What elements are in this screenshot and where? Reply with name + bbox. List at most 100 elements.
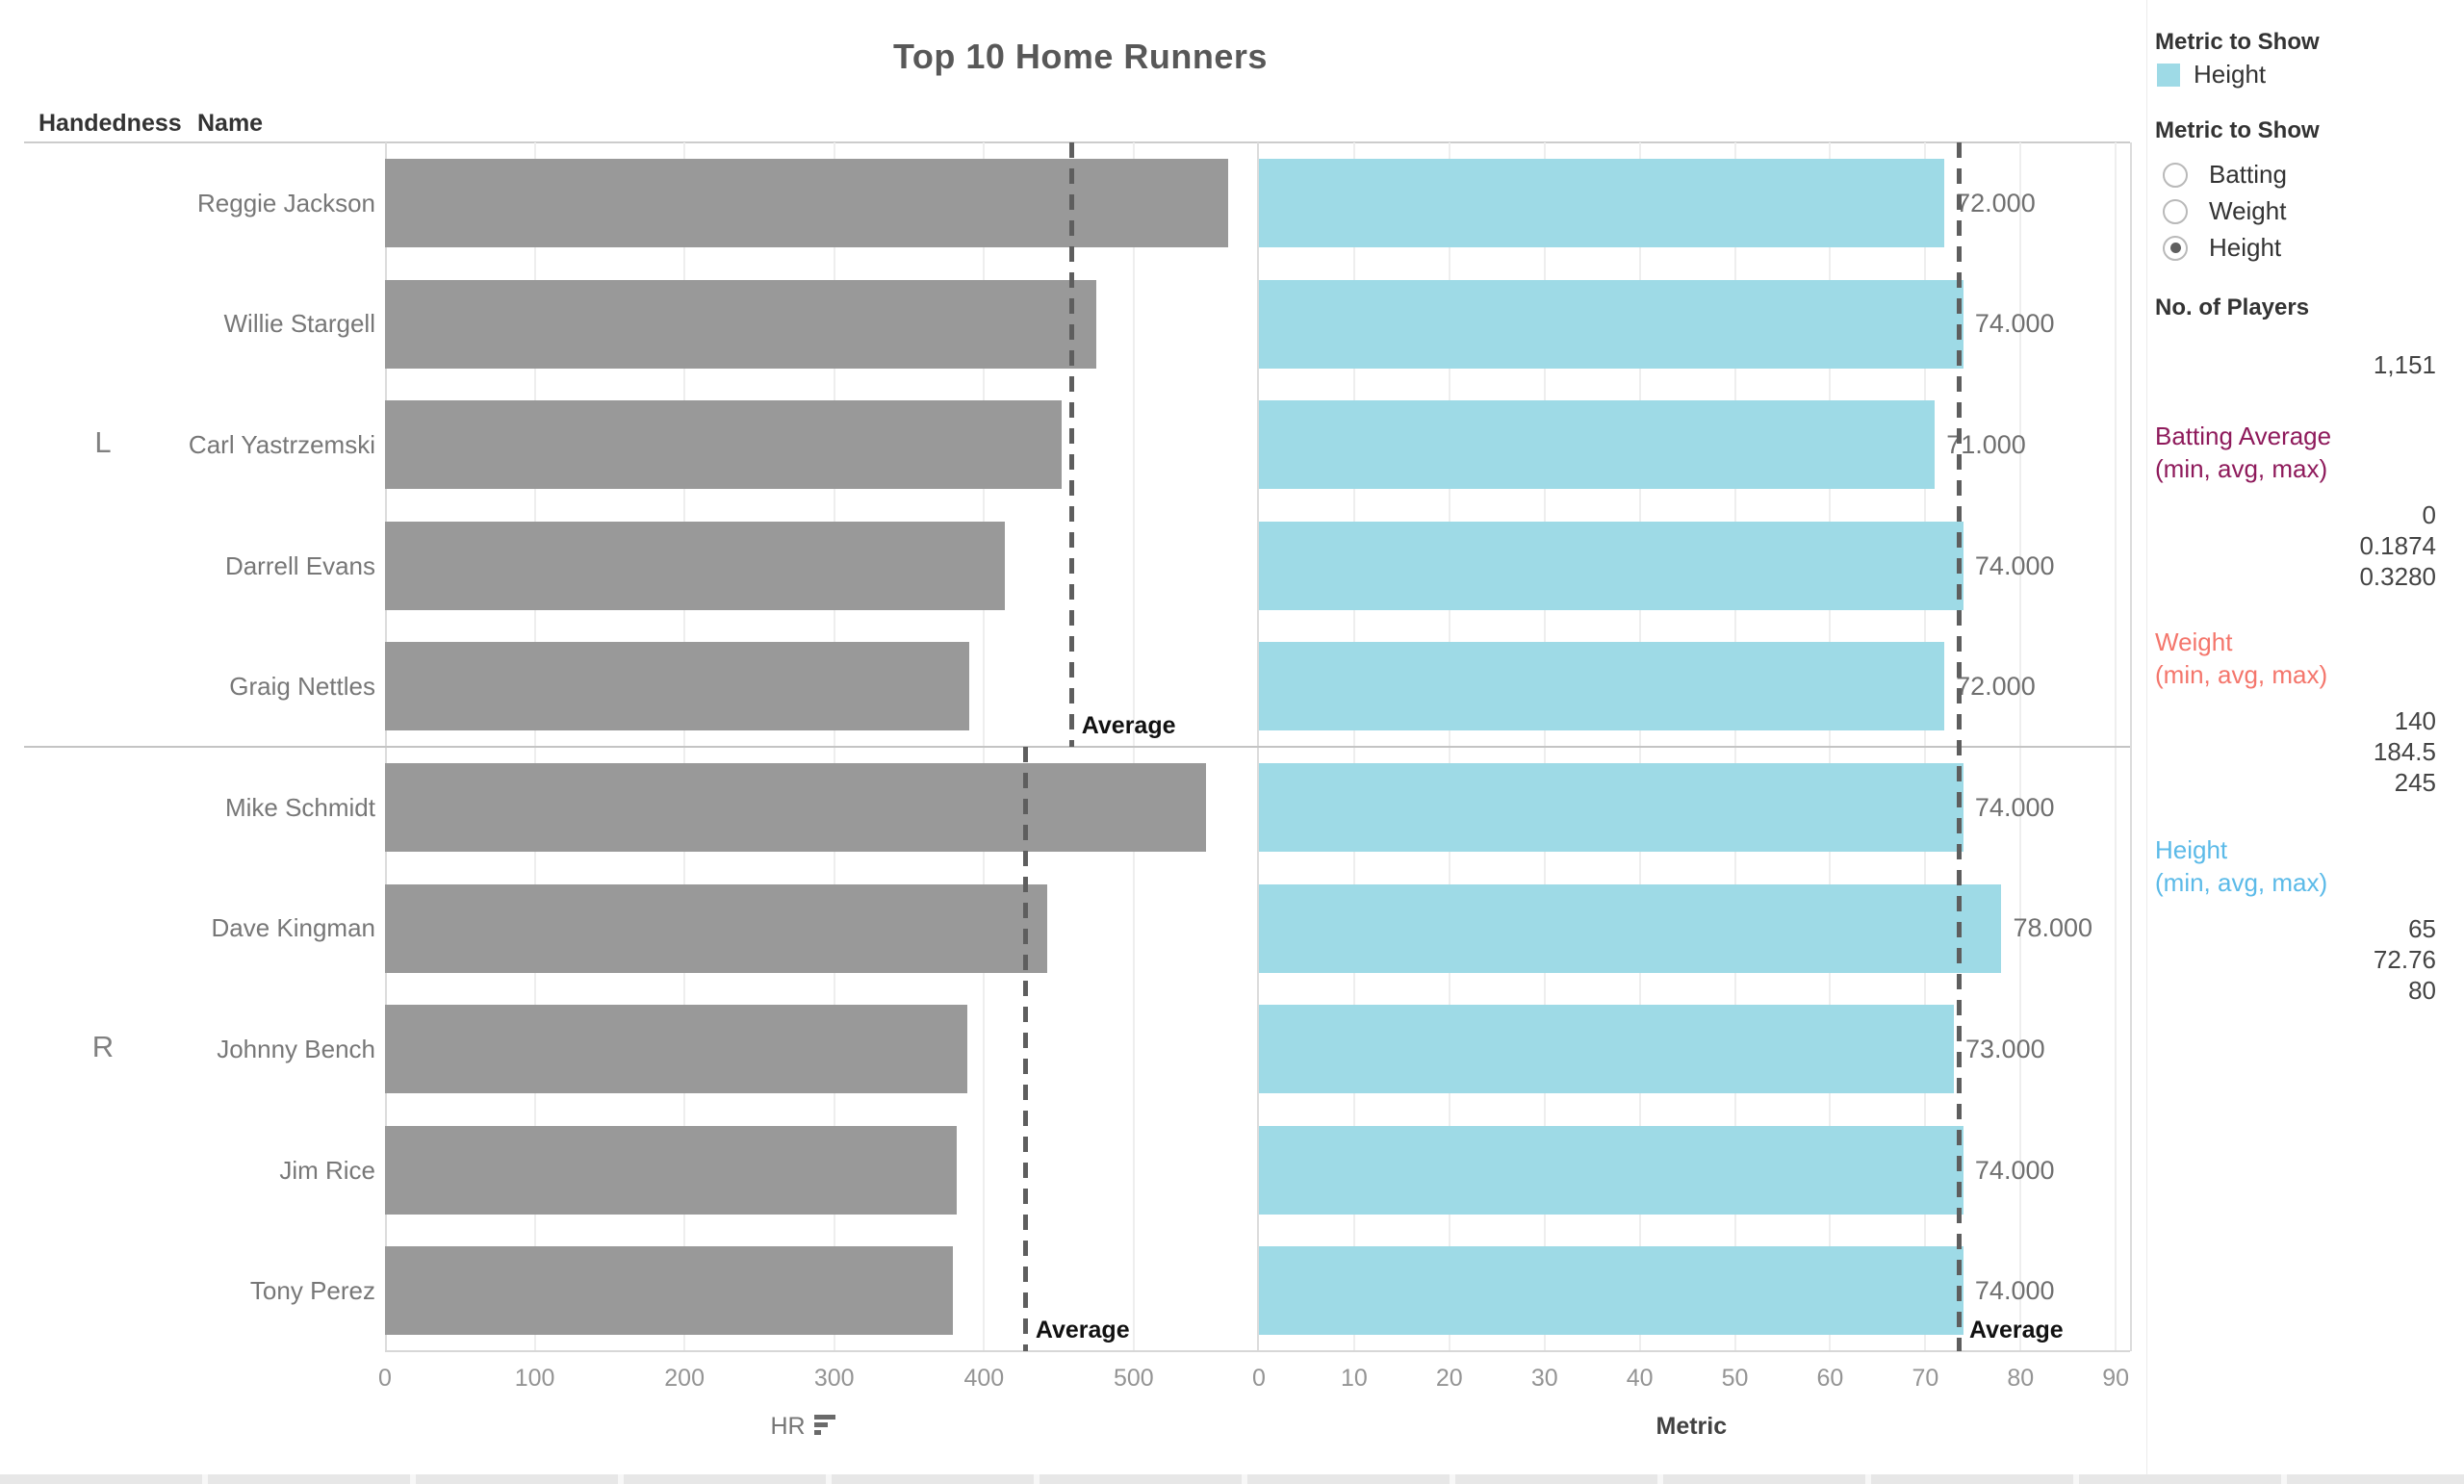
player-name-label[interactable]: Tony Perez [249, 1276, 375, 1306]
metric-axis-tick-label: 0 [1252, 1365, 1266, 1392]
handedness-pane-divider [24, 746, 2130, 748]
metric-value-label: 74.000 [1974, 309, 2055, 339]
player-name-label[interactable]: Jim Rice [279, 1155, 375, 1185]
hr-average-reference-line [1023, 747, 1029, 1351]
metric-value-label: 72.000 [1956, 672, 2036, 702]
hr-axis-tick-label: 500 [1114, 1365, 1154, 1392]
metric-value-label: 74.000 [1974, 1155, 2055, 1185]
stat-title-batting-average: Batting Average (min, avg, max) [2155, 422, 2332, 483]
player-name-label[interactable]: Reggie Jackson [197, 188, 375, 217]
radio-option-label: Weight [2209, 196, 2287, 225]
hr-axis-tick-label: 100 [514, 1365, 555, 1392]
horizontal-scrollbar[interactable] [0, 1474, 2464, 1484]
hr-axis-title: HR [770, 1413, 806, 1440]
metric-bar[interactable] [1259, 521, 1964, 610]
metric-axis-tick-label: 40 [1626, 1365, 1654, 1392]
metric-bar[interactable] [1259, 1005, 1955, 1094]
metric-average-label: Average [1968, 1317, 2064, 1343]
player-name-label[interactable]: Willie Stargell [223, 309, 376, 339]
stat-value: 245 [2394, 768, 2436, 797]
hr-average-label: Average [1081, 712, 1176, 739]
stat-value: 65 [2408, 914, 2436, 943]
metric-bar[interactable] [1259, 400, 1936, 490]
players-count-title: No. of Players [2155, 294, 2310, 320]
radio-option-weight[interactable]: Weight [2163, 196, 2286, 226]
x-axis-baseline [385, 1350, 2130, 1352]
radio-option-batting[interactable]: Batting [2163, 160, 2287, 190]
metric-bar[interactable] [1259, 763, 1964, 852]
radio-option-height[interactable]: Height [2163, 233, 2281, 263]
metric-axis-title: Metric [1656, 1413, 1728, 1440]
hr-bar[interactable] [385, 521, 1006, 610]
metric-bar[interactable] [1259, 642, 1945, 731]
stat-value: 184.5 [2373, 737, 2436, 766]
header-underline [24, 141, 2130, 143]
hr-axis-tick-label: 300 [813, 1365, 855, 1392]
metric-average-reference-line [1957, 142, 1963, 1351]
hr-axis-tick-label: 200 [664, 1365, 705, 1392]
radio-option-label: Batting [2209, 160, 2287, 189]
metric-bar[interactable] [1259, 883, 2002, 973]
parameter-title: Metric to Show [2155, 117, 2320, 143]
metric-axis-tick-label: 50 [1721, 1365, 1749, 1392]
metric-bar[interactable] [1259, 1125, 1964, 1215]
right-plot-right-border [2130, 142, 2132, 1351]
hr-axis-tick-label: 0 [378, 1365, 392, 1392]
legend-item-height[interactable]: Height [2157, 60, 2266, 90]
metric-bar[interactable] [1259, 159, 1945, 247]
player-name-label[interactable]: Mike Schmidt [224, 792, 375, 822]
legend-label: Height [2194, 60, 2267, 89]
hr-bar[interactable] [385, 642, 969, 731]
metric-value-label: 74.000 [1974, 1276, 2055, 1306]
hr-bar[interactable] [385, 400, 1063, 490]
stat-value: 72.76 [2373, 945, 2436, 974]
player-name-label[interactable]: Carl Yastrzemski [188, 430, 375, 459]
metric-value-label: 74.000 [1974, 792, 2055, 822]
hr-bar[interactable] [385, 1125, 958, 1215]
metric-bar[interactable] [1259, 279, 1964, 369]
stat-value: 0.1874 [2359, 531, 2436, 560]
metric-value-label: 72.000 [1956, 188, 2036, 217]
radio-unselected-icon[interactable] [2163, 198, 2188, 224]
hr-bar[interactable] [385, 883, 1047, 973]
stat-title-weight: Weight (min, avg, max) [2155, 627, 2328, 689]
stat-value: 140 [2394, 706, 2436, 735]
hr-bar[interactable] [385, 1005, 968, 1094]
hr-axis-tick-label: 400 [963, 1365, 1005, 1392]
metric-value-label: 74.000 [1974, 550, 2055, 580]
legend-swatch-icon [2157, 63, 2180, 87]
radio-selected-icon[interactable] [2163, 235, 2188, 261]
player-name-label[interactable]: Graig Nettles [229, 672, 375, 702]
player-name-label[interactable]: Johnny Bench [217, 1035, 375, 1063]
metric-value-label: 78.000 [2013, 913, 2093, 943]
metric-axis-tick-label: 70 [1912, 1365, 1939, 1392]
metric-axis-tick-label: 20 [1435, 1365, 1463, 1392]
player-name-label[interactable]: Dave Kingman [211, 913, 375, 943]
hr-average-label: Average [1035, 1317, 1130, 1343]
handedness-row-header[interactable]: L [94, 425, 112, 459]
hr-average-reference-line [1069, 142, 1075, 747]
radio-option-label: Height [2209, 233, 2282, 262]
column-header-name[interactable]: Name [197, 110, 264, 137]
handedness-row-header[interactable]: R [91, 1030, 115, 1063]
stat-title-height: Height (min, avg, max) [2155, 835, 2328, 897]
stat-value: 0.3280 [2359, 562, 2436, 591]
hr-bar[interactable] [385, 763, 1206, 852]
players-count-value: 1,151 [2373, 350, 2436, 379]
sort-descending-icon[interactable] [813, 1415, 839, 1440]
hr-bar[interactable] [385, 279, 1096, 369]
metric-axis-tick-label: 90 [2102, 1365, 2130, 1392]
hr-bar[interactable] [385, 159, 1228, 247]
column-header-handedness[interactable]: Handedness [38, 110, 182, 137]
metric-axis-tick-label: 80 [2007, 1365, 2035, 1392]
metric-bar[interactable] [1259, 1246, 1964, 1336]
legend-title: Metric to Show [2155, 29, 2320, 55]
metric-value-label: 73.000 [1965, 1035, 2045, 1063]
metric-axis-tick-label: 10 [1341, 1365, 1368, 1392]
radio-unselected-icon[interactable] [2163, 162, 2188, 188]
metric-axis-tick-label: 30 [1530, 1365, 1558, 1392]
player-name-label[interactable]: Darrell Evans [224, 550, 375, 580]
chart-title: Top 10 Home Runners [893, 37, 1268, 76]
hr-bar[interactable] [385, 1246, 953, 1336]
stat-value: 0 [2422, 500, 2436, 529]
